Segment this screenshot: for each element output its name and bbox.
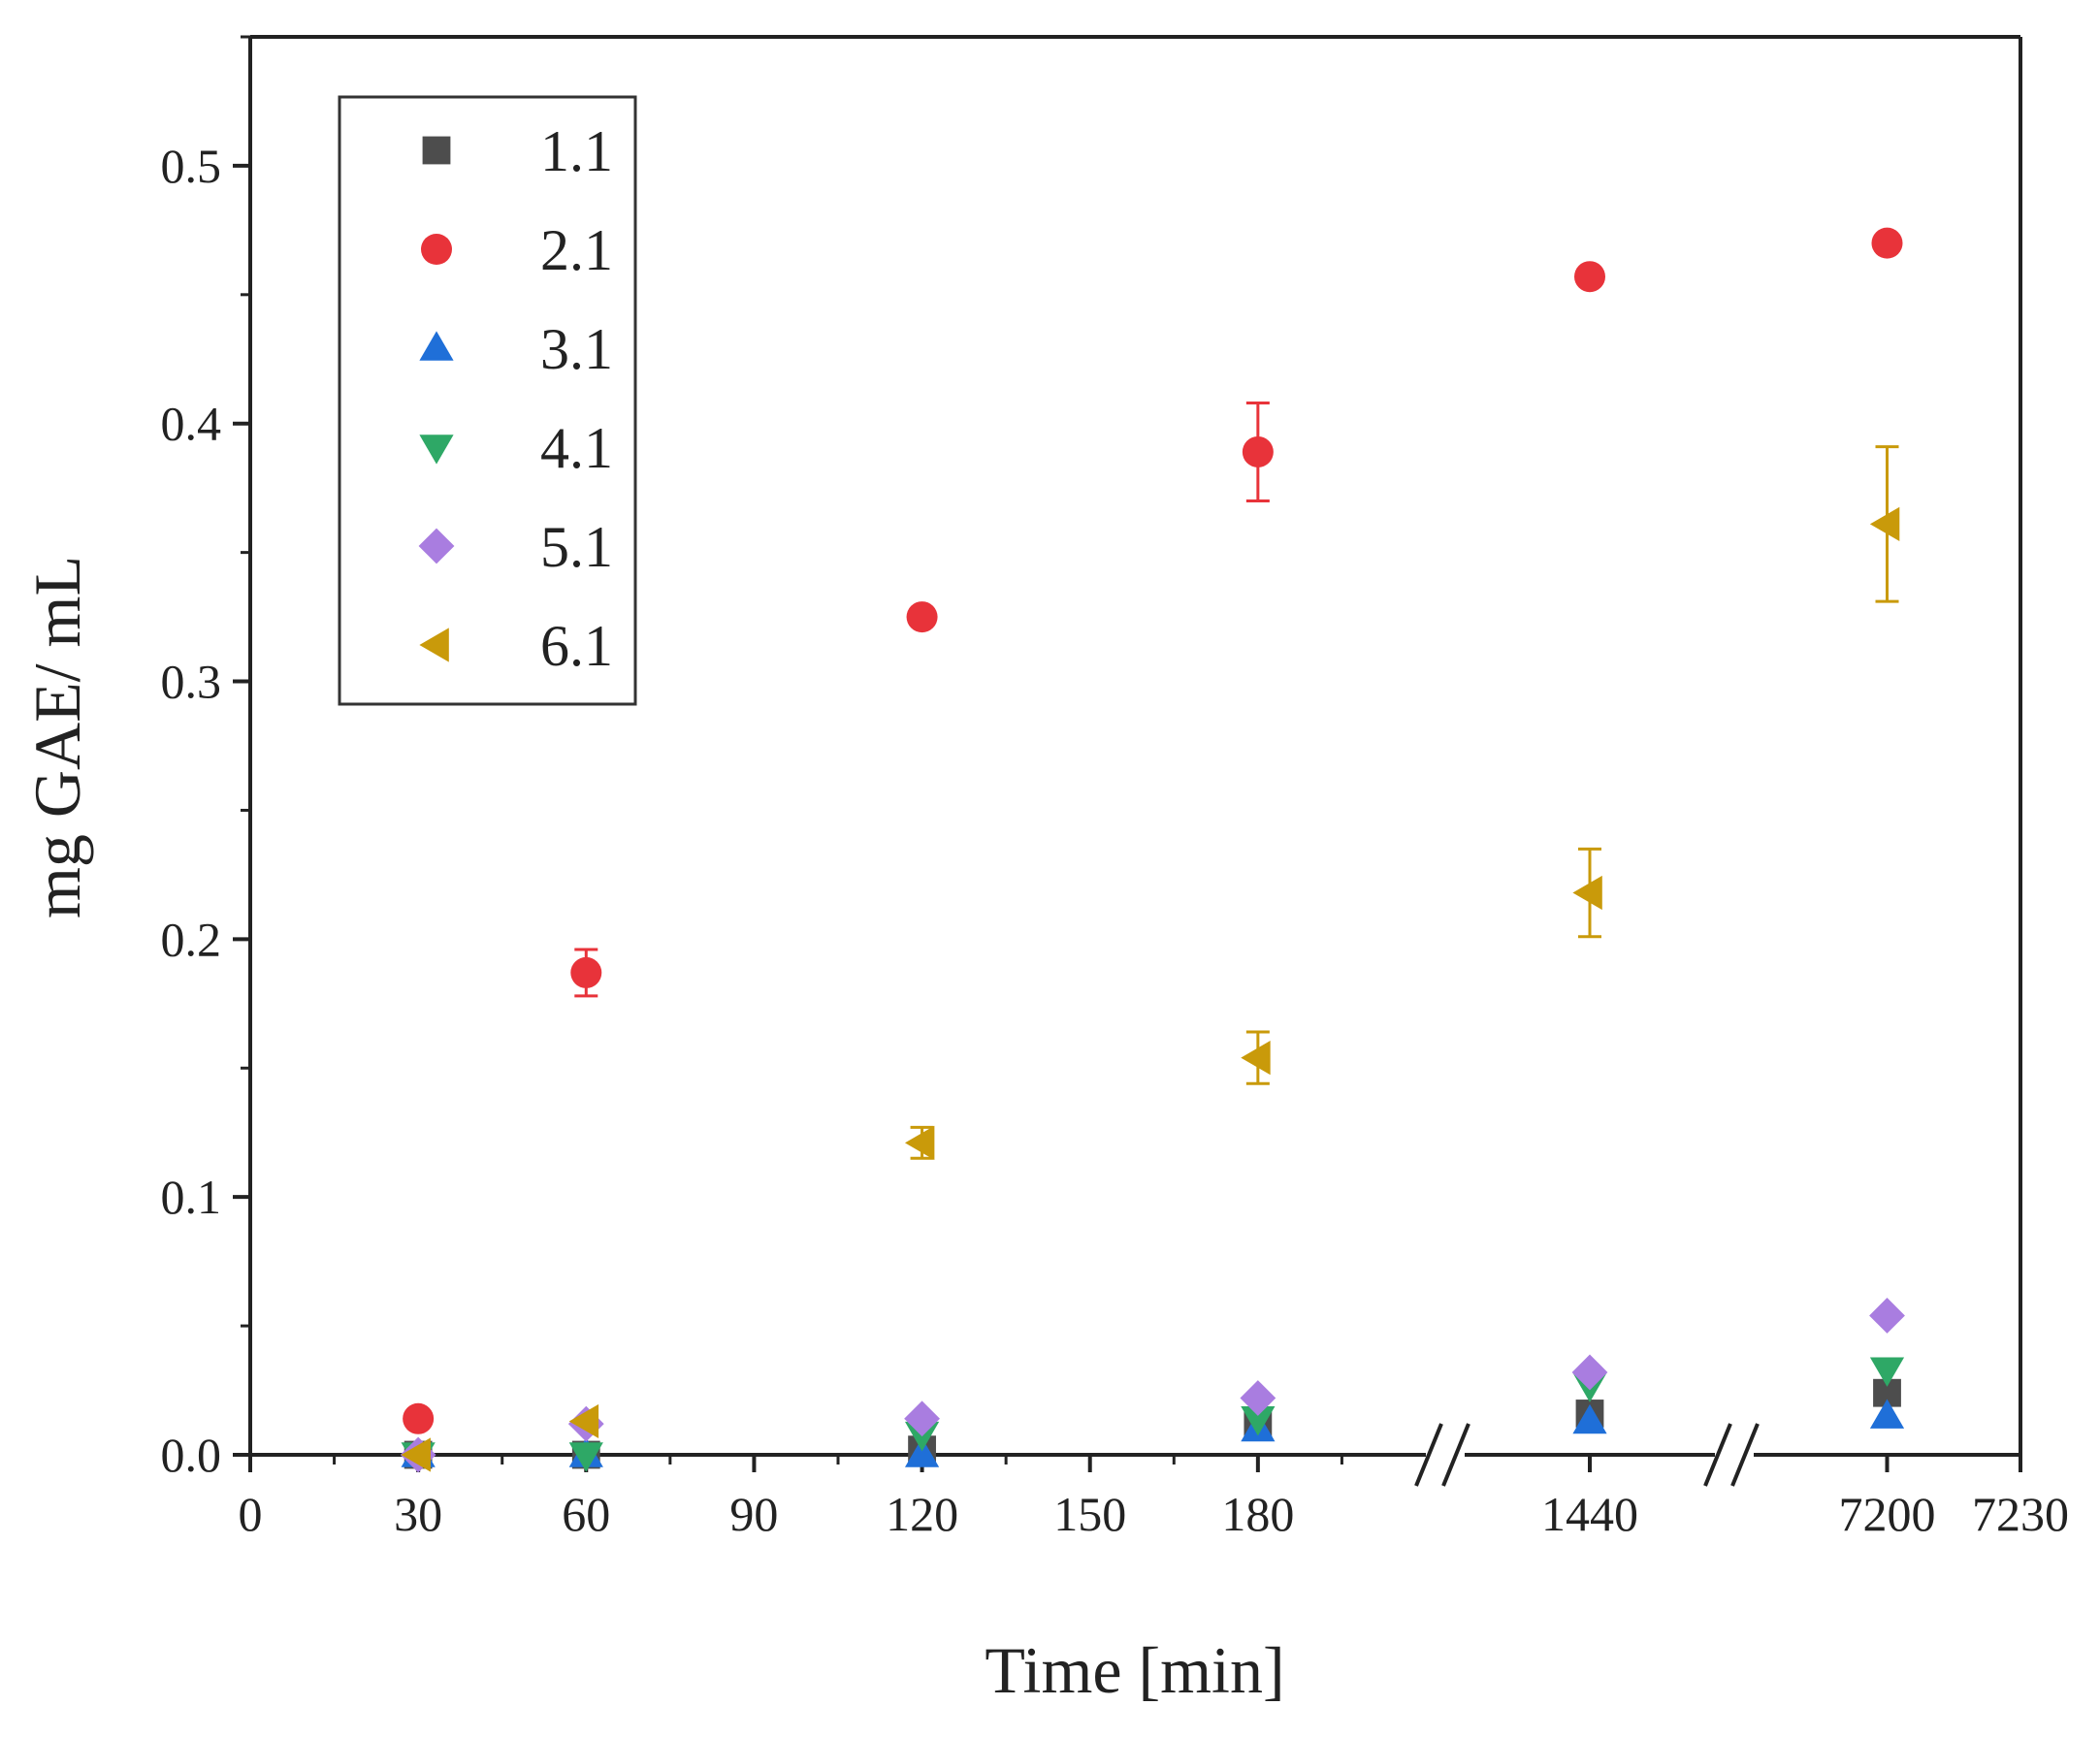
legend: 1.1 2.1 3.1 4.1 5.1 6.1 (338, 95, 637, 706)
legend-marker (418, 528, 455, 564)
data-point (1574, 261, 1605, 293)
data-point (1869, 506, 1900, 541)
legend-label: 6.1 (540, 614, 613, 678)
data-point (403, 1402, 435, 1434)
legend-item: 1.1 (422, 119, 613, 183)
legend-item: 3.1 (419, 317, 613, 381)
y-axis-title: mg GAE/ mL (20, 556, 94, 918)
data-point (570, 956, 602, 988)
x-tick-label: 90 (729, 1487, 778, 1541)
y-tick-label: 0.3 (161, 655, 222, 709)
data-point (1572, 875, 1602, 911)
y-tick-label: 0.2 (161, 912, 222, 966)
legend-item: 6.1 (419, 614, 613, 678)
legend-label: 2.1 (540, 218, 613, 282)
legend-marker (419, 434, 454, 465)
x-tick-label: 7200 (1839, 1487, 1936, 1541)
legend-label: 1.1 (540, 119, 613, 183)
series-5.1 (400, 1298, 1905, 1473)
x-tick-label: 120 (886, 1487, 958, 1541)
y-tick-label: 0.4 (161, 397, 222, 451)
legend-label: 5.1 (540, 515, 613, 579)
series-2.1 (403, 227, 1903, 1434)
legend-marker (419, 628, 449, 662)
x-tick-label: 1440 (1541, 1487, 1638, 1541)
legend-label: 4.1 (540, 416, 613, 480)
data-point (904, 1400, 940, 1437)
axis-break-mark (1703, 1423, 1760, 1487)
legend-marker (421, 234, 452, 265)
x-tick-label: 60 (562, 1487, 610, 1541)
x-tick-label: 150 (1053, 1487, 1126, 1541)
x-tick-label: 180 (1221, 1487, 1294, 1541)
x-tick-label: 30 (394, 1487, 442, 1541)
data-point (568, 1442, 603, 1472)
data-point (904, 1125, 935, 1160)
legend-marker (422, 136, 451, 165)
legend-item: 5.1 (418, 515, 613, 579)
legend-item: 4.1 (419, 416, 613, 480)
data-point (401, 1437, 431, 1472)
legend-marker (419, 331, 454, 361)
data-point (1572, 1403, 1607, 1434)
legend-box (338, 95, 637, 706)
x-tick-label: 7230 (1972, 1487, 2069, 1541)
data-point (1242, 435, 1274, 467)
data-point (904, 1437, 940, 1467)
data-point (1241, 1405, 1276, 1436)
data-point (906, 601, 938, 633)
data-point (1571, 1354, 1608, 1391)
data-point (1241, 1041, 1271, 1076)
data-point (1869, 1399, 1905, 1429)
x-axis-title: Time [min] (985, 1633, 1284, 1707)
axis-break-mark (1414, 1423, 1470, 1487)
data-point (1240, 1380, 1276, 1416)
data-point (1869, 1298, 1905, 1334)
data-point (1869, 1357, 1905, 1387)
series-6.1 (401, 445, 1900, 1472)
x-tick-label: 0 (239, 1487, 263, 1541)
data-point (568, 1403, 599, 1439)
legend-item: 2.1 (421, 218, 613, 282)
y-tick-label: 0.5 (161, 139, 222, 193)
data-point (1871, 227, 1903, 259)
legend-label: 3.1 (540, 317, 613, 381)
y-tick-label: 0.0 (161, 1428, 222, 1482)
y-tick-label: 0.1 (161, 1170, 222, 1224)
series-3.1 (401, 1399, 1905, 1467)
